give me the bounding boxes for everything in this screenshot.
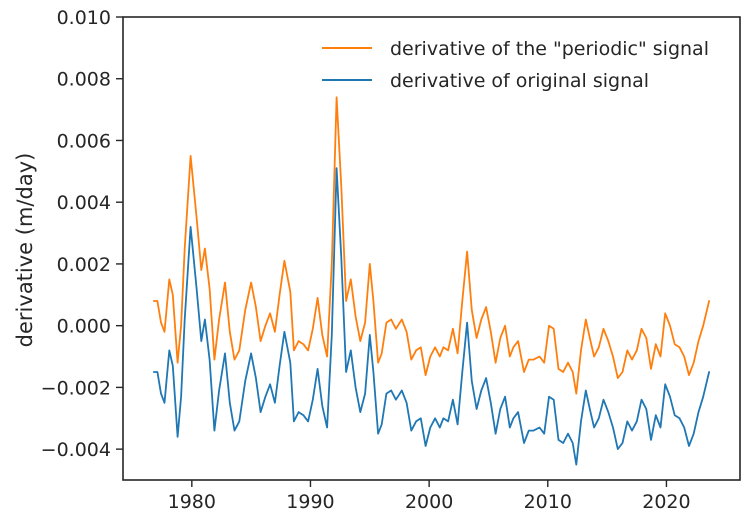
y-tick-label: −0.004 (41, 439, 111, 461)
x-tick-label: 1990 (286, 491, 334, 513)
y-tick-label: 0.010 (57, 7, 111, 29)
plot-area (152, 96, 710, 466)
y-tick-label: 0.008 (57, 69, 111, 91)
y-tick-label: −0.002 (41, 377, 111, 399)
y-axis-label: derivative (m/day) (13, 153, 37, 348)
x-tick-label: 2010 (524, 491, 572, 513)
legend: derivative of the "periodic" signal deriv… (322, 38, 709, 92)
y-tick-label: 0.002 (57, 254, 111, 276)
x-tick-label: 2020 (642, 491, 690, 513)
y-tick-label: 0.006 (57, 130, 111, 152)
series-line-1 (152, 167, 710, 466)
legend-label-0: derivative of the "periodic" signal (390, 38, 709, 60)
y-tick-label: 0.000 (57, 316, 111, 338)
x-tick-label: 2000 (405, 491, 453, 513)
series-line-0 (152, 96, 710, 395)
x-tick-label: 1980 (168, 491, 216, 513)
legend-label-1: derivative of original signal (390, 70, 649, 92)
axes: 1980 1990 2000 2010 2020 −0.004 −0.002 0.000 0.0… (41, 7, 741, 513)
axes-frame (122, 16, 741, 481)
y-tick-label: 0.004 (57, 192, 111, 214)
